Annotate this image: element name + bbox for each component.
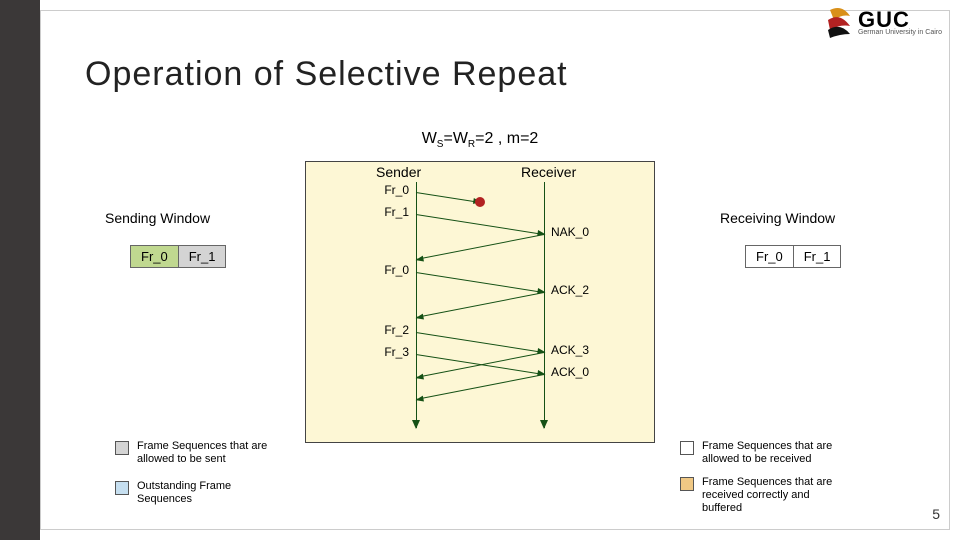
window-cell: Fr_0 (131, 246, 179, 267)
frame-label: Fr_2 (384, 323, 409, 337)
message-arrow (416, 192, 480, 203)
ack-label: ACK_3 (551, 343, 589, 357)
lost-marker-icon (475, 197, 485, 207)
window-cell: Fr_1 (794, 246, 841, 267)
legend-recv-allowed: Frame Sequences that are allowed to be r… (680, 440, 850, 466)
page-number: 5 (932, 506, 940, 522)
legend-outstanding: Outstanding Frame Sequences (115, 480, 285, 506)
ack-label: NAK_0 (551, 225, 589, 239)
swatch-icon (680, 477, 694, 491)
frame-label: Fr_3 (384, 345, 409, 359)
receiving-window-title: Receiving Window (720, 210, 835, 226)
frame-label: Fr_1 (384, 205, 409, 219)
message-arrow (416, 272, 544, 293)
swatch-icon (115, 441, 129, 455)
sender-label: Sender (376, 164, 421, 180)
logo-text: GUC (858, 10, 942, 30)
legend-label: Frame Sequences that are received correc… (702, 476, 850, 516)
slide-side-bar (0, 0, 40, 540)
message-arrow (416, 214, 544, 235)
legend-label: Outstanding Frame Sequences (137, 480, 285, 506)
legend-label: Frame Sequences that are allowed to be r… (702, 440, 850, 466)
sending-window: Fr_0Fr_1 (130, 245, 226, 268)
message-arrow (416, 352, 544, 378)
message-arrow (416, 374, 544, 400)
receiver-axis (544, 182, 545, 428)
logo-subtext: German University in Cairo (858, 30, 942, 36)
timeline-diagram: Sender Receiver Fr_0 Fr_1 Fr_0 Fr_2 Fr_3 NAK_… (305, 161, 655, 443)
guc-logo-icon (824, 6, 854, 40)
guc-logo: GUC German University in Cairo (824, 6, 942, 40)
legend-label: Frame Sequences that are allowed to be s… (137, 440, 285, 466)
message-arrow (416, 234, 544, 260)
message-arrow (416, 332, 544, 353)
sender-axis (416, 182, 417, 428)
slide-title: Operation of Selective Repeat (85, 55, 568, 94)
legend-buffered: Frame Sequences that are received correc… (680, 476, 850, 516)
window-cell: Fr_1 (179, 246, 226, 267)
frame-label: Fr_0 (384, 183, 409, 197)
receiving-window: Fr_0Fr_1 (745, 245, 841, 268)
legend-send-allowed: Frame Sequences that are allowed to be s… (115, 440, 285, 466)
ack-label: ACK_0 (551, 365, 589, 379)
sending-window-title: Sending Window (105, 210, 210, 226)
window-params: WS=WR=2 , m=2 (422, 130, 539, 150)
ack-label: ACK_2 (551, 283, 589, 297)
window-cell: Fr_0 (746, 246, 794, 267)
receiver-label: Receiver (521, 164, 576, 180)
swatch-icon (680, 441, 694, 455)
swatch-icon (115, 481, 129, 495)
frame-label: Fr_0 (384, 263, 409, 277)
message-arrow (416, 292, 544, 318)
